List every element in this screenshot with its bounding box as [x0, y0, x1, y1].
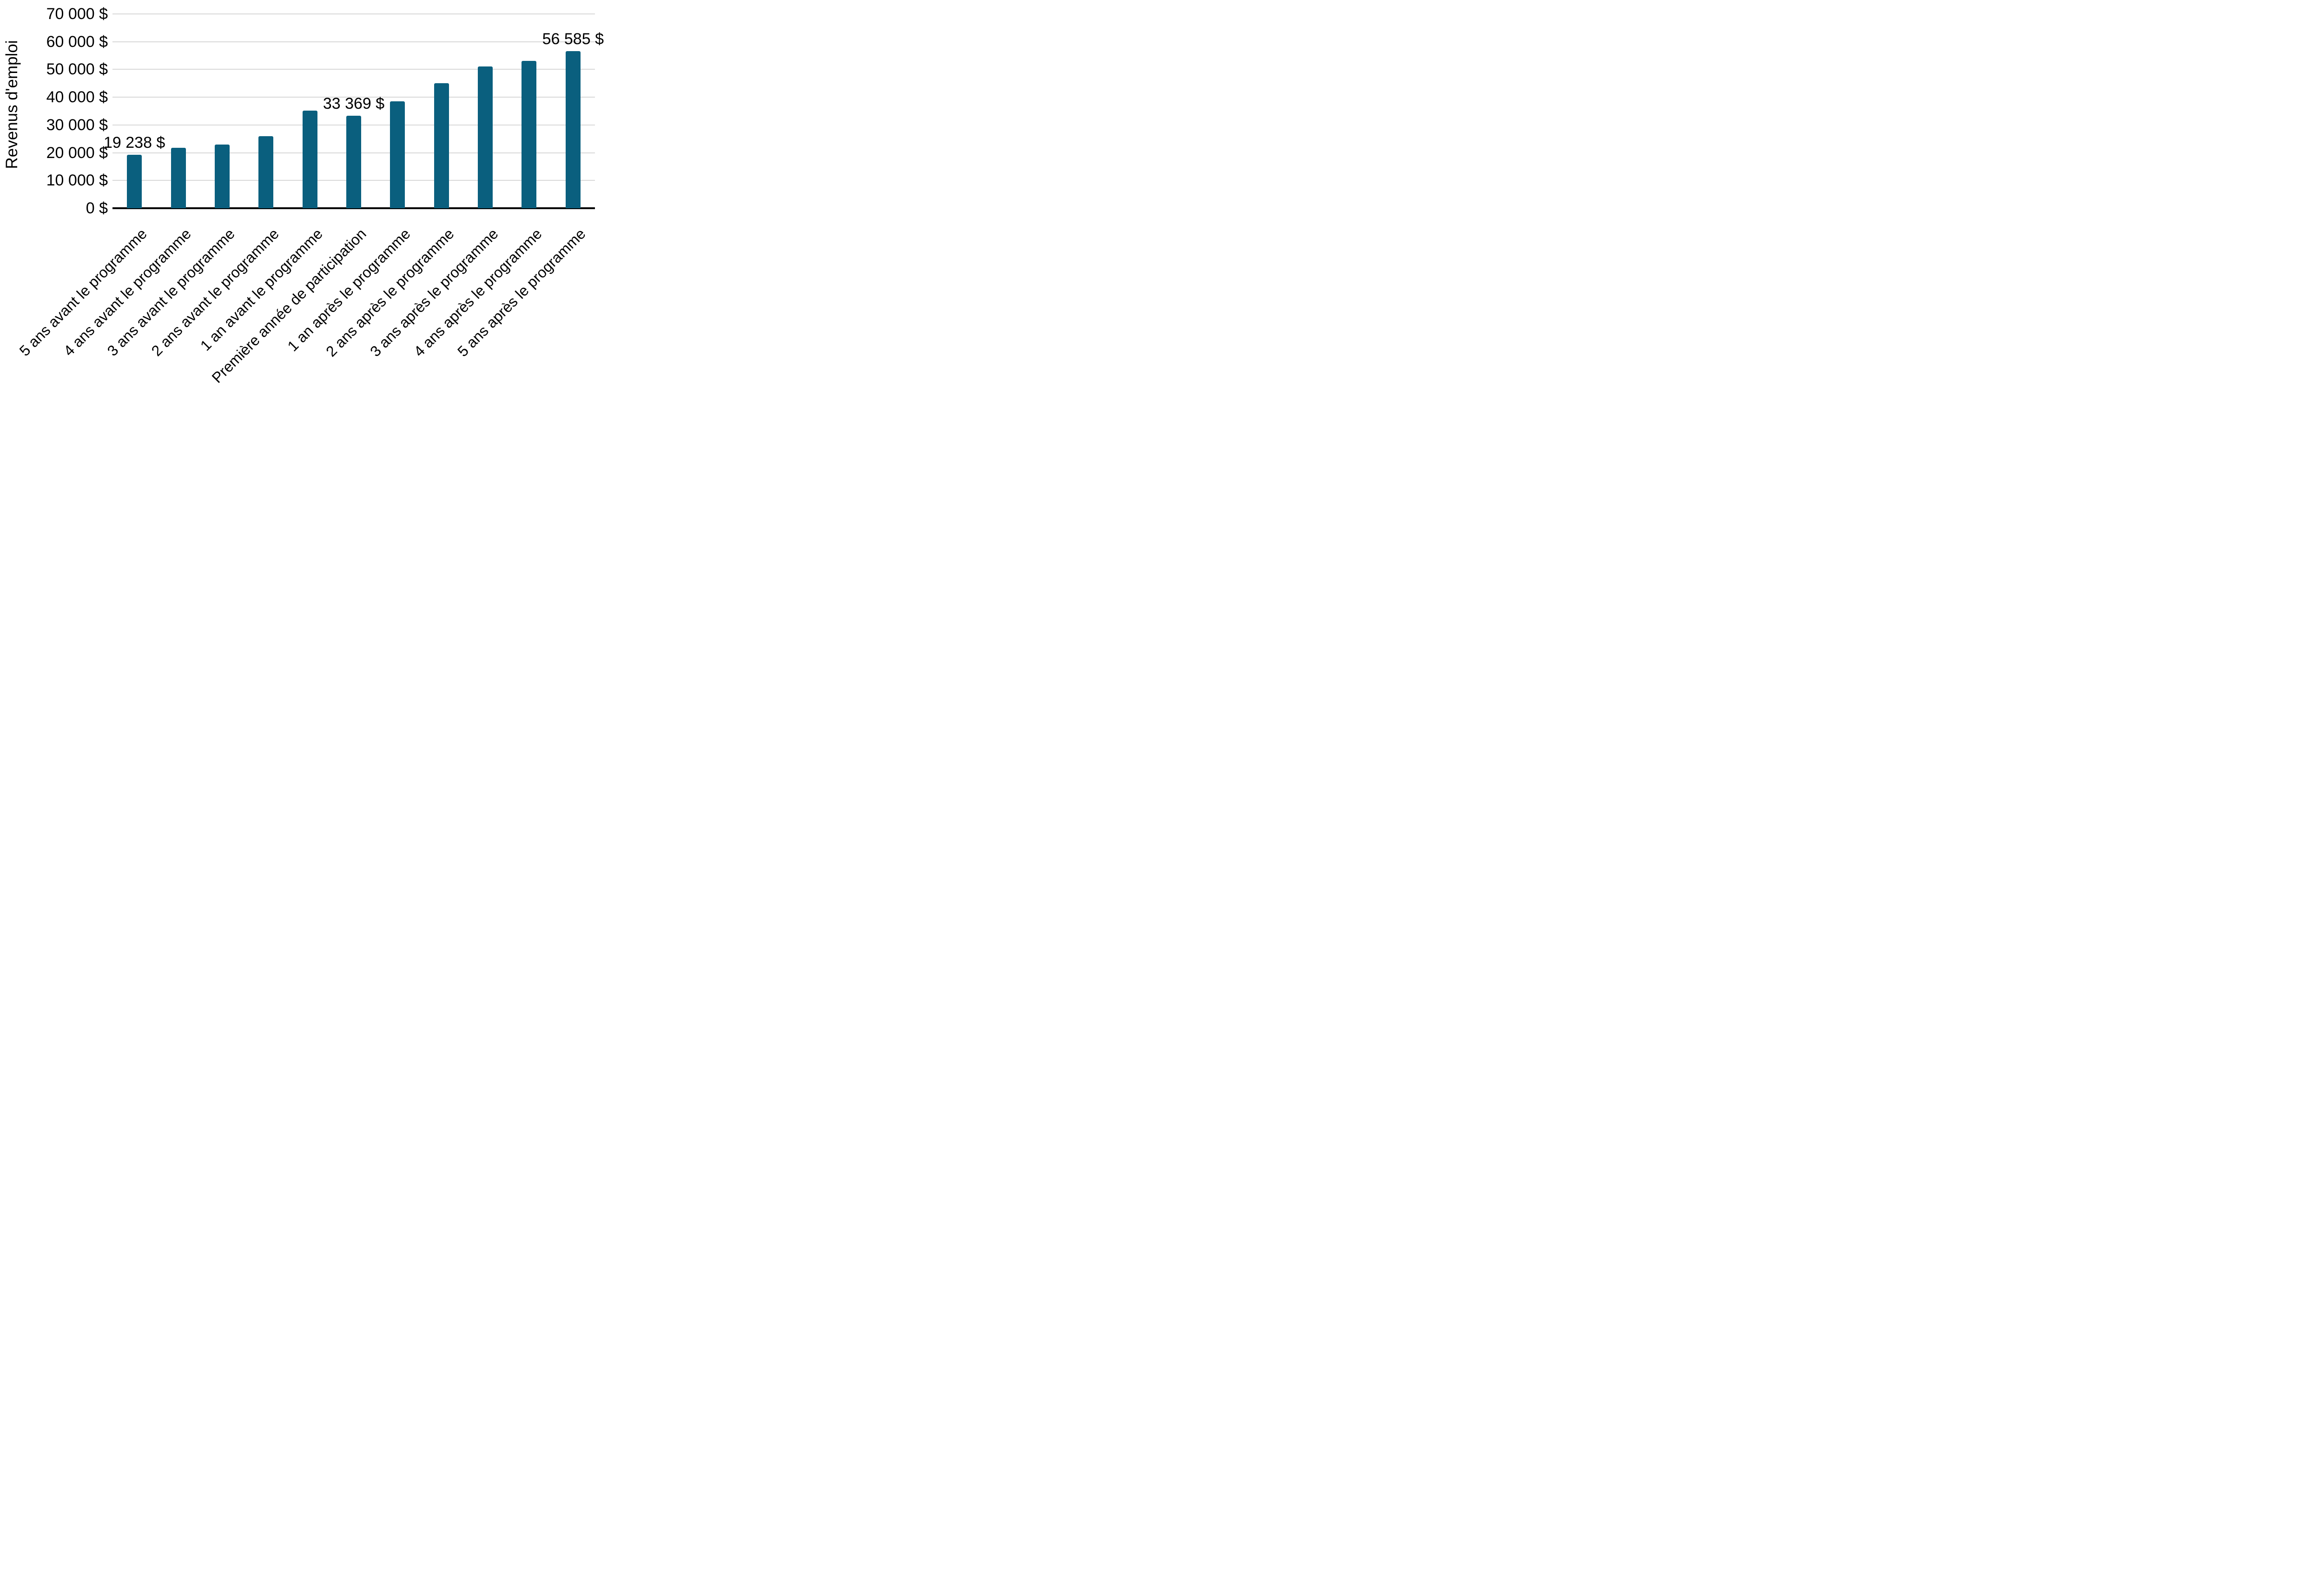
- bar-3: [214, 145, 230, 208]
- bar-6: [346, 115, 361, 208]
- gridline: [112, 69, 595, 70]
- employment-income-bar-chart: Revenus d'emploi 0 $10 000 $20 000 $30 0…: [0, 0, 604, 393]
- gridline: [112, 41, 595, 42]
- bar-7: [390, 101, 405, 208]
- y-tick-label: 60 000 $: [46, 33, 108, 51]
- y-tick-label: 70 000 $: [46, 5, 108, 23]
- data-label: 19 238 $: [103, 134, 165, 152]
- bar-10: [522, 60, 537, 208]
- y-tick-label: 30 000 $: [46, 116, 108, 134]
- bar-11: [565, 51, 581, 208]
- y-tick-label: 10 000 $: [46, 172, 108, 190]
- bar-2: [171, 147, 186, 208]
- bar-8: [434, 83, 449, 208]
- gridline: [112, 13, 595, 14]
- x-axis-baseline: [112, 207, 595, 209]
- y-tick-label: 20 000 $: [46, 144, 108, 162]
- bar-9: [478, 66, 493, 208]
- y-tick-label: 40 000 $: [46, 88, 108, 106]
- data-label: 33 369 $: [323, 94, 385, 112]
- y-tick-label: 0 $: [86, 199, 108, 217]
- y-tick-label: 50 000 $: [46, 60, 108, 79]
- data-label: 56 585 $: [542, 30, 604, 48]
- bar-1: [127, 155, 142, 208]
- bar-4: [258, 136, 274, 208]
- bar-5: [302, 111, 317, 208]
- gridline: [112, 97, 595, 98]
